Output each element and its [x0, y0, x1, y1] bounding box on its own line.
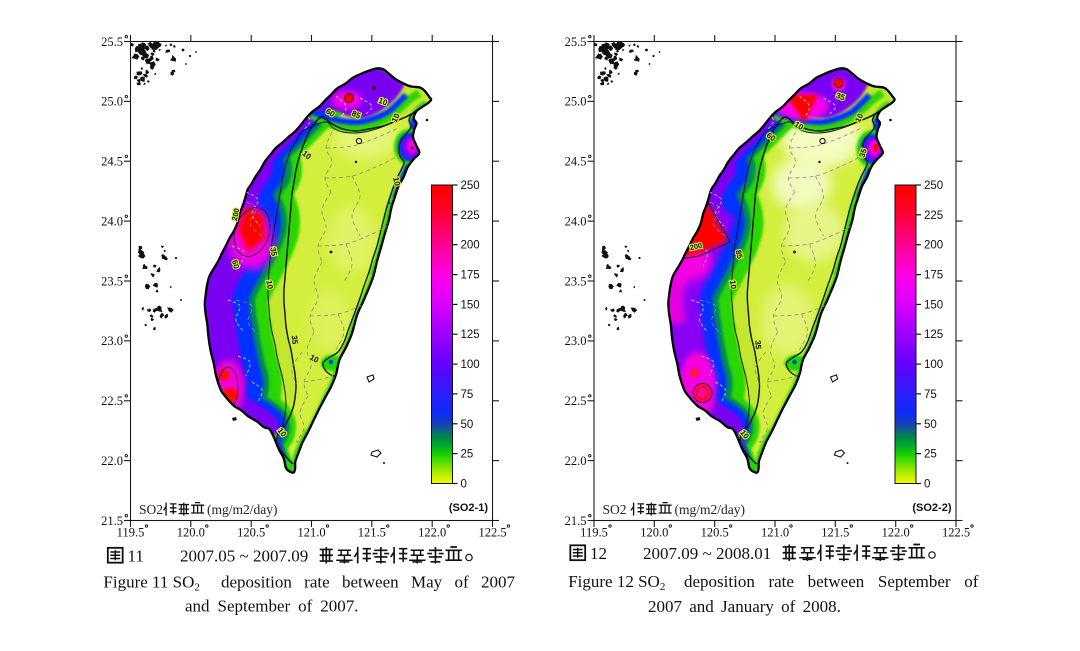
svg-text:122.0: 122.0 [418, 526, 446, 540]
svg-text:(SO2-1): (SO2-1) [449, 502, 488, 514]
svg-text:125: 125 [461, 329, 480, 341]
svg-text:50: 50 [461, 419, 474, 431]
svg-text:2007 and January of 2008.: 2007 and January of 2008. [648, 597, 841, 616]
svg-text:121.0: 121.0 [761, 526, 789, 540]
svg-text:10: 10 [728, 280, 738, 291]
svg-text:0: 0 [924, 479, 930, 491]
svg-text:21.5: 21.5 [565, 514, 587, 528]
svg-text:100: 100 [461, 359, 480, 371]
svg-text:225: 225 [461, 210, 480, 222]
svg-text:200: 200 [230, 207, 241, 221]
svg-text:122.5: 122.5 [478, 526, 506, 540]
svg-text:SO2: SO2 [603, 502, 627, 517]
svg-text:24.0: 24.0 [565, 214, 587, 228]
svg-text:35: 35 [290, 335, 300, 345]
svg-text:250: 250 [924, 180, 943, 192]
svg-text:deposition rate between May of: deposition rate between May of 2007 [221, 573, 516, 592]
svg-text:225: 225 [924, 210, 943, 222]
svg-text:35: 35 [753, 340, 763, 350]
svg-text:175: 175 [924, 270, 943, 282]
svg-text:25.0: 25.0 [565, 95, 587, 109]
svg-text:and September of 2007.: and September of 2007. [185, 597, 359, 616]
svg-text:35: 35 [268, 246, 279, 257]
svg-text:22.0: 22.0 [101, 454, 123, 468]
svg-text:25: 25 [461, 449, 474, 461]
svg-text:120.0: 120.0 [640, 526, 668, 540]
svg-text:75: 75 [924, 389, 937, 401]
svg-text:Figure 12 SO2: Figure 12 SO2 [568, 572, 665, 593]
svg-text:200: 200 [461, 240, 480, 252]
svg-text:150: 150 [924, 299, 943, 311]
svg-text:250: 250 [461, 180, 480, 192]
svg-text:120.0: 120.0 [177, 526, 205, 540]
svg-text:22.5: 22.5 [101, 394, 123, 408]
svg-text:121.5: 121.5 [358, 526, 386, 540]
svg-text:25.5: 25.5 [101, 35, 123, 49]
svg-text:122.0: 122.0 [882, 526, 910, 540]
svg-text:119.5: 119.5 [117, 526, 145, 540]
svg-text:25: 25 [924, 449, 937, 461]
svg-text:10: 10 [391, 176, 402, 187]
svg-text:25.5: 25.5 [565, 35, 587, 49]
svg-text:23.0: 23.0 [565, 334, 587, 348]
svg-text:200: 200 [924, 240, 943, 252]
svg-text:50: 50 [924, 419, 937, 431]
svg-text:121.0: 121.0 [297, 526, 325, 540]
svg-text:85: 85 [733, 249, 744, 260]
svg-text:(mg/m2/day): (mg/m2/day) [207, 502, 278, 517]
svg-text:200: 200 [689, 241, 703, 252]
svg-text:Figure 11 SO2: Figure 11 SO2 [103, 573, 199, 594]
svg-text:23.0: 23.0 [101, 334, 123, 348]
svg-text:deposition rate between Septem: deposition rate between September of [684, 572, 979, 591]
svg-text:22.5: 22.5 [565, 394, 587, 408]
svg-text:(SO2-2): (SO2-2) [912, 502, 951, 514]
svg-text:100: 100 [924, 359, 943, 371]
svg-text:SO2: SO2 [139, 502, 163, 517]
svg-text:11: 11 [128, 547, 144, 566]
svg-text:25.0: 25.0 [101, 95, 123, 109]
svg-text:120.5: 120.5 [701, 526, 729, 540]
svg-text:24.5: 24.5 [101, 155, 123, 169]
svg-text:125: 125 [924, 329, 943, 341]
svg-text:23.5: 23.5 [565, 274, 587, 288]
svg-text:2007.09 ~ 2008.01: 2007.09 ~ 2008.01 [643, 544, 771, 563]
svg-text:23.5: 23.5 [101, 274, 123, 288]
svg-text:0: 0 [461, 479, 467, 491]
svg-text:2007.05 ~ 2007.09: 2007.05 ~ 2007.09 [180, 547, 308, 566]
svg-text:22.0: 22.0 [565, 454, 587, 468]
svg-text:122.5: 122.5 [942, 526, 970, 540]
svg-text:121.5: 121.5 [821, 526, 849, 540]
svg-text:(mg/m2/day): (mg/m2/day) [675, 502, 746, 517]
svg-text:60: 60 [230, 259, 241, 270]
svg-text:119.5: 119.5 [580, 526, 608, 540]
svg-text:150: 150 [461, 299, 480, 311]
svg-text:24.5: 24.5 [565, 155, 587, 169]
svg-text:21.5: 21.5 [101, 514, 123, 528]
svg-text:75: 75 [461, 389, 474, 401]
svg-text:12: 12 [590, 544, 607, 563]
svg-text:24.0: 24.0 [101, 214, 123, 228]
svg-text:10: 10 [264, 280, 274, 291]
svg-text:175: 175 [461, 270, 480, 282]
svg-text:120.5: 120.5 [237, 526, 265, 540]
